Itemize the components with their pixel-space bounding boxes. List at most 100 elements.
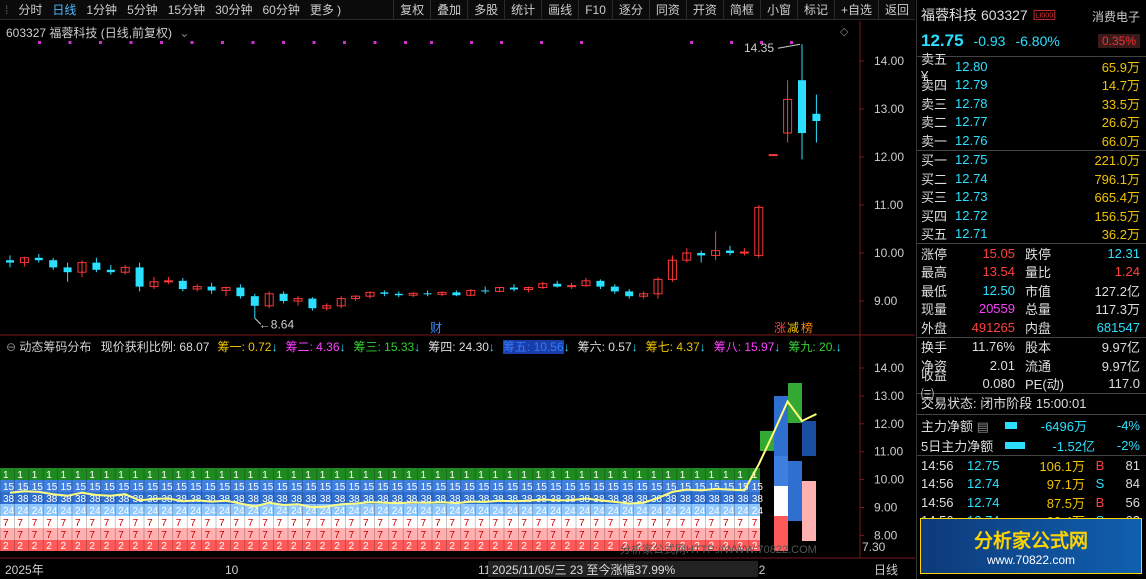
candle-body — [63, 267, 72, 273]
period-tab[interactable]: 15分钟 — [167, 2, 206, 17]
toolbar-button[interactable]: 标记 — [796, 0, 834, 20]
toolbar-button[interactable]: 返回 — [877, 0, 915, 20]
bids-row[interactable]: 买四 12.72 156.5万 — [917, 206, 1146, 225]
toolbar-button[interactable]: 逐分 — [611, 0, 649, 20]
toolbar-grip-icon[interactable]: ⁞ — [5, 2, 9, 17]
candle-body — [798, 80, 806, 133]
main-flow-label: 主力净额 ▤ — [921, 418, 989, 434]
tick-t: 14:56 — [921, 494, 954, 510]
bids-price: 12.72 — [955, 207, 988, 223]
chip-cell-value: 1 — [709, 470, 715, 481]
period-tab[interactable]: 5分钟 — [127, 2, 158, 17]
candle-body — [264, 293, 274, 307]
toolbar-button[interactable]: 开资 — [685, 0, 723, 20]
main-flow-bar — [1005, 421, 1017, 429]
toolbar-button[interactable]: 简框 — [722, 0, 760, 20]
chip-cell-value: 7 — [248, 518, 254, 529]
tick-s: S — [1095, 476, 1105, 492]
chip-item: 筹七: 4.37↓ — [646, 340, 706, 354]
chip-cell-value: 38 — [421, 494, 433, 505]
tick-s: B — [1095, 457, 1105, 473]
collapse-icon[interactable]: ⊖ — [6, 340, 20, 354]
y-tick-label: 14.00 — [874, 54, 904, 68]
chip-column — [774, 396, 788, 456]
asks-row[interactable]: 卖四 12.79 14.7万 — [917, 76, 1146, 95]
chip-cell-value: 1 — [320, 470, 326, 481]
industry-label[interactable]: 消费电子 — [1091, 10, 1140, 24]
chip-cell-value: 7 — [104, 518, 110, 529]
chip-cell-value: 24 — [219, 506, 231, 517]
chip-cell-value: 1 — [305, 470, 311, 481]
period-tab[interactable]: 30分钟 — [215, 2, 253, 17]
bids-row[interactable]: 买三 12.73 665.4万 — [917, 188, 1146, 207]
chip-cell-value: 38 — [305, 494, 317, 505]
chip-cell-value: 7 — [622, 518, 628, 529]
asks-row[interactable]: 卖五 ¥ 12.80 65.9万 — [917, 52, 1146, 83]
toolbar-button[interactable]: 小窗 — [759, 0, 797, 20]
high-marker-line — [777, 43, 801, 49]
candle-body — [739, 251, 749, 254]
bids-row[interactable]: 买一 12.75 221.0万 — [917, 151, 1146, 170]
bids-row[interactable]: 买五 12.71 36.2万 — [917, 225, 1146, 244]
toolbar-button[interactable]: +自选 — [833, 0, 878, 20]
toolbar-button[interactable]: 多股 — [467, 0, 504, 20]
asks-row[interactable]: 卖三 12.78 33.5万 — [917, 94, 1146, 113]
chip-cell-value: 7 — [593, 530, 599, 541]
toolbar-button[interactable]: 画线 — [541, 0, 578, 20]
kline-chart-svg[interactable]: 14.00 13.00 12.00 11.00 10.00 9.00 14.00 13.00 1… — [0, 21, 915, 579]
chip-cell-value: 15 — [3, 482, 15, 493]
divider — [917, 149, 1146, 151]
chip-cell-value: 15 — [680, 482, 692, 493]
chip-cell-value: 1 — [608, 470, 614, 481]
chip-cell-value: 15 — [493, 482, 505, 493]
chip-column — [788, 383, 802, 423]
asks-price: 12.77 — [955, 114, 988, 130]
toolbar-button[interactable]: 统计 — [504, 0, 541, 20]
chip-cell-value: 24 — [593, 506, 605, 517]
chip-cell-value: 24 — [377, 506, 389, 517]
asks-row[interactable]: 卖二 12.77 26.6万 — [917, 113, 1146, 132]
toolbar-button[interactable]: 同资 — [648, 0, 686, 20]
chip-cell-value: 38 — [665, 494, 677, 505]
low-marker-label: ←8.64 — [259, 317, 295, 331]
period-tab[interactable]: 日线 — [52, 2, 77, 17]
chart-area[interactable]: 14.00 13.00 12.00 11.00 10.00 9.00 14.00 13.00 1… — [0, 21, 915, 579]
toolbar-button[interactable]: 复权 — [393, 0, 430, 20]
chip-item: 筹一: 0.72↓ — [217, 340, 277, 354]
bids-row[interactable]: 买二 12.74 796.1万 — [917, 169, 1146, 188]
chip-cell-value: 38 — [17, 494, 29, 505]
chip-cell-value: 24 — [205, 506, 217, 517]
divider — [917, 393, 1146, 394]
chip-cell-value: 15 — [593, 482, 605, 493]
period-tab[interactable]: 分时 — [18, 2, 43, 17]
chip-cell-value: 7 — [737, 530, 743, 541]
stat-value: 15.05 — [982, 245, 1015, 261]
asks-volume: 65.9万 — [1101, 59, 1140, 75]
period-tab[interactable]: 60分钟 — [262, 2, 300, 17]
stat-label: 现量 — [921, 302, 948, 318]
chip-cell-value: 2 — [363, 541, 369, 552]
quote-panel: 福蓉科技 603327 LI000 消费电子 12.75 -0.93 -6.80… — [916, 0, 1146, 579]
chip-cell-value: 15 — [421, 482, 433, 493]
toolbar-button[interactable]: 叠加 — [430, 0, 467, 20]
tick-s: B — [1095, 494, 1105, 510]
chevron-down-icon[interactable]: ⌄ — [179, 26, 190, 40]
stat-label: 总量 — [1025, 302, 1052, 318]
asks-row[interactable]: 卖一 12.76 66.0万 — [917, 131, 1146, 150]
chip-cell-value: 24 — [32, 506, 44, 517]
candle-body — [437, 291, 447, 295]
chip-cell-value: 7 — [392, 530, 398, 541]
stat-row: 现量 20559 总量 117.3万 — [917, 300, 1146, 319]
period-tab[interactable]: 1分钟 — [86, 2, 118, 17]
event-dot — [282, 41, 285, 44]
candle-body — [523, 287, 533, 290]
chip-cell-value: 15 — [521, 482, 533, 493]
divider — [917, 243, 1146, 244]
period-tab[interactable]: 更多 ) — [309, 2, 342, 17]
chip-cell-value: 15 — [565, 482, 577, 493]
chip-cell-value: 7 — [637, 518, 643, 529]
toolbar-button[interactable]: F10 — [578, 0, 612, 20]
chip-cell-value: 15 — [320, 482, 332, 493]
stat-row: 最高 13.54 量比 1.24 — [917, 263, 1146, 282]
chip-cell-value: 1 — [593, 470, 599, 481]
